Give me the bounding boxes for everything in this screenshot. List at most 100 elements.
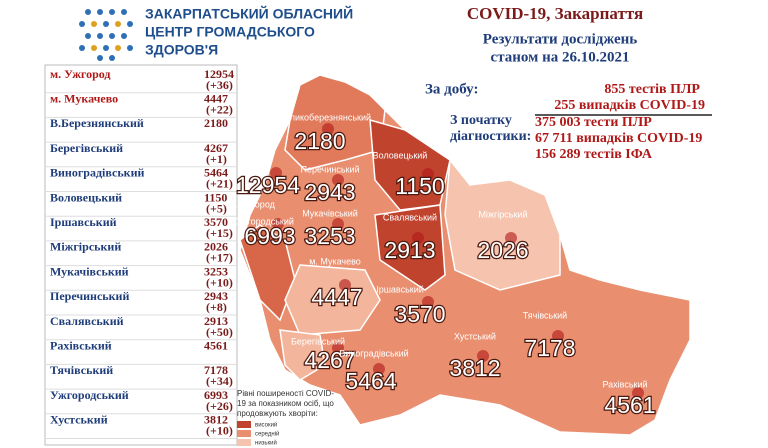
hotspot (332, 342, 344, 354)
row-name: В.Березнянський (50, 116, 144, 130)
org-name: ЗАКАРПАТСЬКИЙ ОБЛАСНИЙ (145, 5, 353, 22)
district-name: м. Мукачево (309, 256, 361, 266)
row-delta: (+21) (206, 177, 233, 191)
row-total: 2026 (204, 240, 228, 254)
row-name: Перечинський (50, 289, 129, 303)
row-name: м. Ужгород (50, 67, 110, 81)
row-name: Свалявський (50, 314, 124, 328)
row-total: 2943 (204, 289, 228, 303)
stats-label: діагностики: (450, 129, 531, 144)
row-name: Мукачівський (50, 264, 129, 278)
row-delta: (+50) (206, 325, 233, 339)
district-value: 4447 (311, 284, 362, 310)
hotspot (422, 168, 434, 180)
stat: 255 випадків COVID-19 (554, 98, 705, 113)
district-value: 3253 (304, 223, 355, 249)
district-value: 3570 (394, 301, 445, 327)
row-delta: (+36) (206, 78, 233, 92)
district-value: 2026 (477, 237, 528, 263)
row-name: Берегівський (50, 141, 123, 155)
org-name: ЗДОРОВ'Я (145, 42, 218, 58)
district-value: 3812 (449, 355, 500, 381)
district-name: м. Ужгород (229, 199, 276, 209)
hotspot (332, 218, 344, 230)
row-delta: (+1) (206, 152, 227, 166)
row-delta: (+15) (206, 226, 233, 240)
legend-item: високий (255, 422, 277, 429)
row-name: Міжгірський (50, 240, 121, 254)
row-delta: (+5) (206, 201, 227, 215)
district-value: 12954 (236, 172, 300, 198)
hotspot (505, 232, 517, 244)
row-total: 3570 (204, 215, 228, 229)
row-total: 4267 (204, 141, 228, 155)
hotspot (412, 232, 424, 244)
stats-label: З початку (450, 113, 512, 128)
legend-item: середній (255, 431, 279, 438)
row-delta: (+22) (206, 102, 233, 116)
row-name: Воловецький (50, 190, 122, 204)
title: COVID-19, Закарпаття (467, 4, 643, 23)
row-total: 7178 (204, 363, 228, 377)
legend-title: Рівні поширеності COVID- (237, 389, 334, 398)
district-name: Хустський (454, 331, 496, 341)
row-name: Тячівський (50, 363, 113, 377)
district-value: 7178 (524, 335, 575, 361)
hotspot (270, 167, 282, 179)
hotspot (373, 363, 385, 375)
legend-item: низький (255, 440, 277, 447)
district-name: Міжгірський (479, 209, 528, 219)
hotspot (332, 174, 344, 186)
hotspot (632, 387, 644, 399)
district-name: Свалявський (383, 212, 437, 222)
legend-title: продовжують хворіти: (237, 409, 318, 418)
district-value: 2913 (384, 237, 435, 263)
row-name: м. Мукачево (50, 91, 118, 105)
legend-swatch (237, 421, 251, 428)
stat: 67 711 випадків COVID-19 (535, 131, 702, 146)
row-total: 4561 (204, 338, 228, 352)
row-name: Ужгородський (50, 388, 129, 402)
subtitle: станом на 26.10.2021 (491, 49, 630, 65)
org-name: ЦЕНТР ГРОМАДСЬКОГО (145, 24, 315, 40)
logo (79, 9, 133, 61)
row-name: Іршавський (50, 215, 117, 229)
district-value: 1150 (395, 173, 444, 199)
hotspot (477, 350, 489, 362)
legend-swatch (237, 430, 251, 437)
row-name: Хустський (50, 413, 108, 427)
district-name: Воловецький (373, 150, 428, 160)
hotspot (552, 330, 564, 342)
hotspot (272, 218, 284, 230)
district-name: Рахівський (602, 379, 647, 389)
row-total: 3812 (204, 413, 228, 427)
legend-swatch (237, 439, 251, 446)
district-value: 2943 (304, 179, 355, 205)
row-total: 2180 (204, 116, 228, 130)
stat: 156 289 тестів ІФА (535, 147, 653, 162)
district-name: Тячівський (523, 310, 567, 320)
subtitle: Результати досліджень (483, 31, 638, 47)
stats-label: За добу: (425, 81, 478, 97)
hotspot (322, 123, 334, 135)
row-total: 12954 (204, 67, 234, 81)
district-value: 6993 (244, 223, 295, 249)
row-name: Рахівський (50, 338, 112, 352)
table-frame (44, 64, 238, 446)
row-total: 4447 (204, 91, 228, 105)
district-name: Ужгородський (236, 216, 294, 226)
row-total: 3253 (204, 264, 228, 278)
district-value: 4267 (304, 347, 355, 373)
district-value: 4561 (604, 392, 655, 418)
district-value: 2180 (294, 128, 345, 154)
stat: 855 тестів ПЛР (604, 82, 700, 97)
district-name: Перечинський (300, 164, 359, 174)
row-name: Виноградівський (50, 166, 144, 180)
district-name: Іршавський (376, 284, 424, 294)
row-delta: (+8) (206, 300, 227, 314)
row-total: 5464 (204, 166, 228, 180)
district-name: Виноградівський (339, 348, 408, 358)
row-delta: (+10) (206, 275, 233, 289)
hotspot (422, 296, 434, 308)
